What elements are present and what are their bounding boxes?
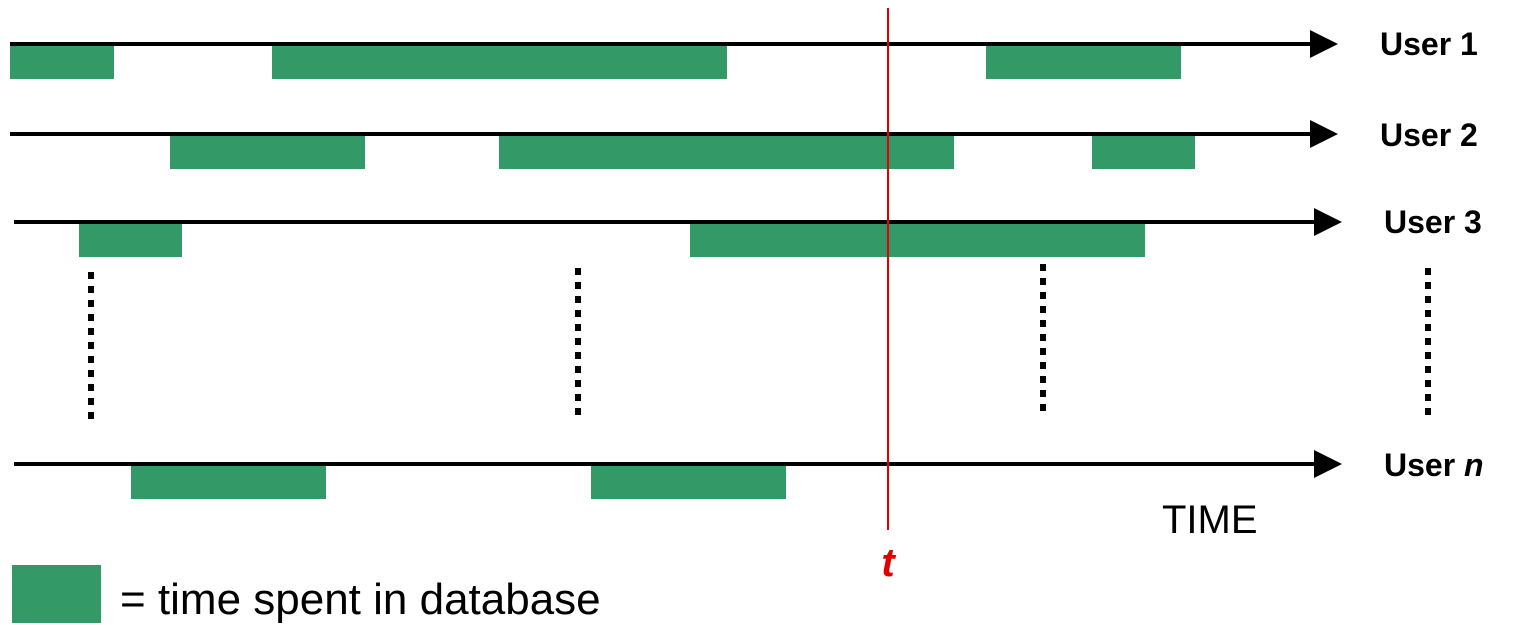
db-interval-bar bbox=[690, 224, 1145, 257]
db-interval-bar bbox=[986, 46, 1181, 79]
vertical-ellipsis-group bbox=[88, 264, 1431, 424]
arrow-head-user-n bbox=[1314, 450, 1342, 478]
user-label-3: User 3 bbox=[1384, 204, 1482, 240]
user-label-n-prefix: User bbox=[1384, 447, 1464, 483]
interval-group-user-n bbox=[131, 466, 786, 499]
db-interval-bar bbox=[131, 466, 326, 499]
timeline-row-user-n: User n bbox=[14, 447, 1484, 499]
time-marker-label: t bbox=[881, 541, 896, 585]
user-label-n-variable: n bbox=[1464, 447, 1484, 483]
db-interval-bar bbox=[79, 224, 182, 257]
timeline-row-user-3: User 3 bbox=[14, 204, 1482, 257]
db-interval-bar bbox=[499, 136, 954, 169]
legend-label: = time spent in database bbox=[120, 575, 601, 624]
legend: = time spent in database bbox=[12, 565, 601, 624]
arrow-head-user-3 bbox=[1314, 208, 1342, 236]
db-interval-bar bbox=[272, 46, 727, 79]
db-interval-bar bbox=[591, 466, 786, 499]
timeline-row-user-1: User 1 bbox=[10, 26, 1478, 79]
db-interval-bar bbox=[170, 136, 365, 169]
db-interval-bar bbox=[1092, 136, 1195, 169]
timeline-row-user-2: User 2 bbox=[10, 117, 1478, 169]
user-label-2: User 2 bbox=[1380, 117, 1478, 153]
user-label-n: User n bbox=[1384, 447, 1484, 483]
arrow-head-user-2 bbox=[1310, 120, 1338, 148]
interval-group-user-1 bbox=[10, 46, 1181, 79]
user-label-1: User 1 bbox=[1380, 26, 1478, 62]
interval-group-user-3 bbox=[79, 224, 1145, 257]
time-axis-label: TIME bbox=[1162, 498, 1258, 542]
legend-swatch bbox=[12, 565, 101, 623]
db-interval-bar bbox=[10, 46, 114, 79]
arrow-head-user-1 bbox=[1310, 30, 1338, 58]
interval-group-user-2 bbox=[170, 136, 1195, 169]
